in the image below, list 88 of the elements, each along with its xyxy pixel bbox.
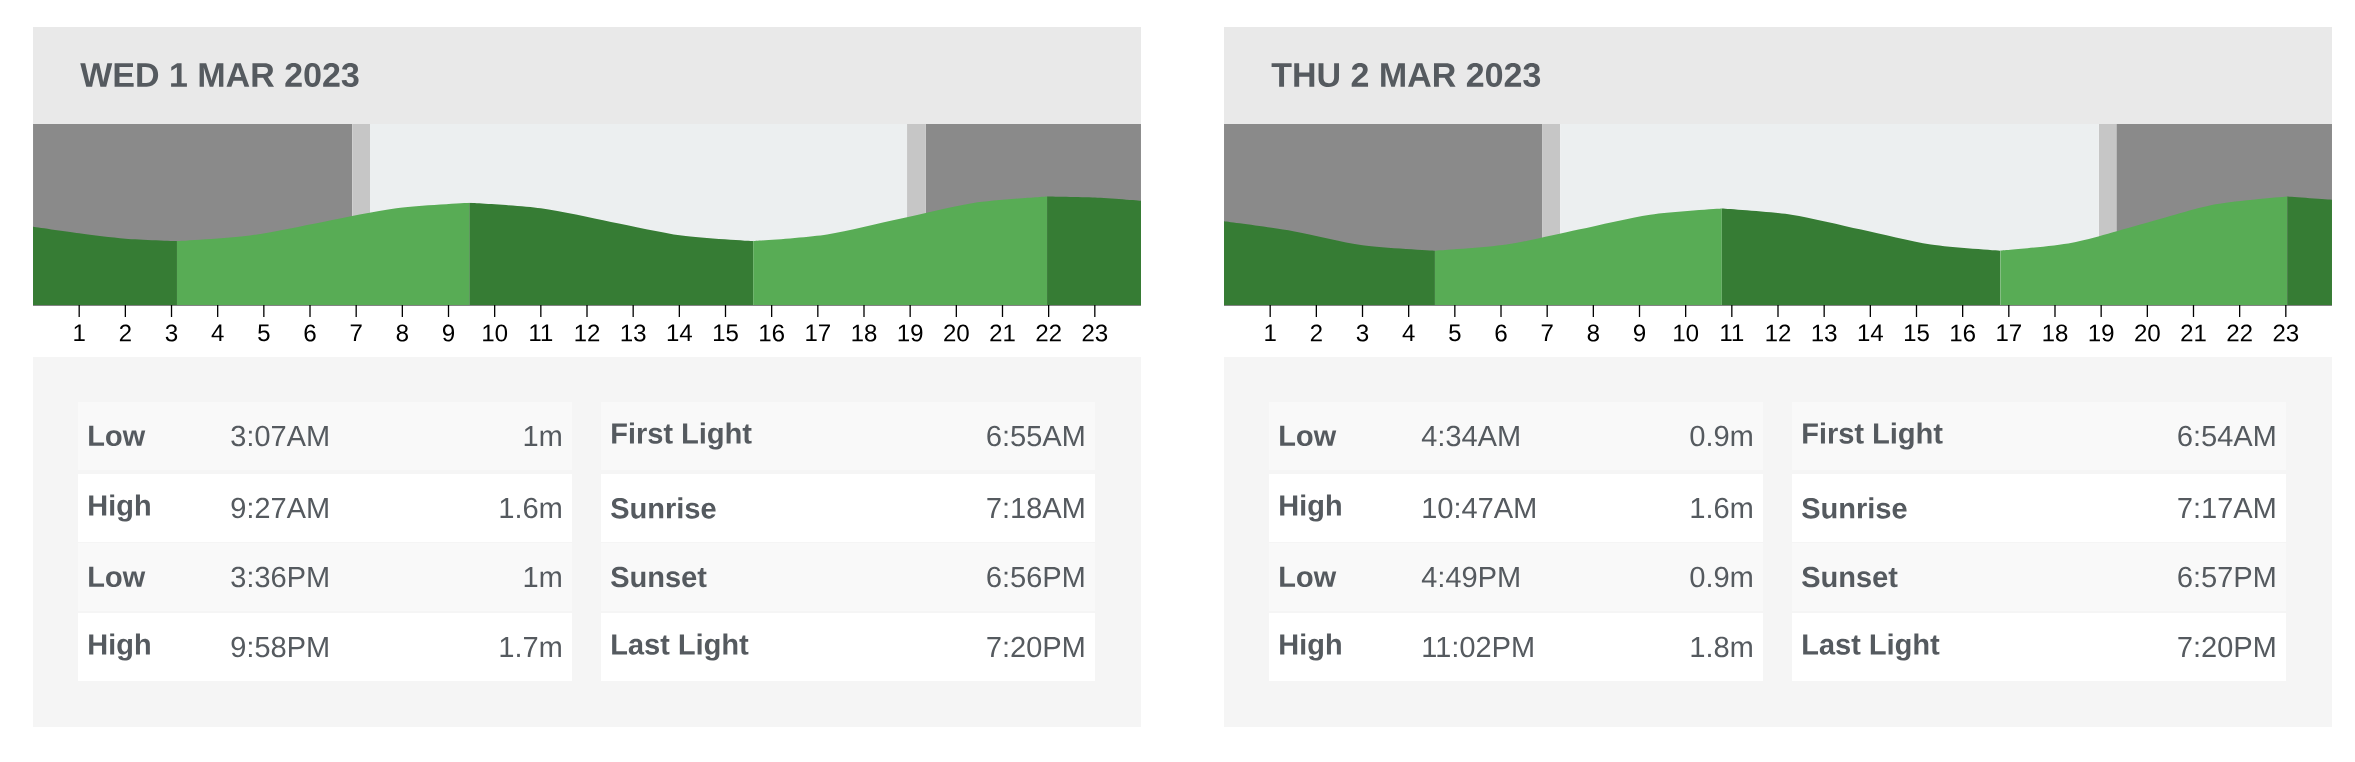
text: Low	[89, 425, 146, 447]
x-tick-label: 22	[2227, 324, 2252, 342]
text: Low	[1280, 566, 1337, 588]
x-tick-label: 19	[898, 324, 923, 342]
x-tick-label: 8	[396, 324, 408, 342]
x-tick-label: 6	[304, 324, 316, 342]
x-tick-label: 11	[530, 324, 553, 342]
x-tick-label: 10	[483, 324, 508, 342]
text: Sunrise	[1802, 497, 1907, 519]
x-tick-label: 7	[1541, 324, 1553, 342]
text: High	[1280, 494, 1341, 522]
x-tick-label: 20	[2135, 324, 2160, 342]
text: 6:55AM	[987, 425, 1084, 447]
text: 1.8m	[1691, 636, 1752, 658]
text: High	[1280, 633, 1341, 661]
x-tick-label: 10	[1674, 324, 1699, 342]
x-tick-label: 2	[119, 324, 131, 342]
text: 6:56PM	[987, 566, 1084, 588]
x-tick-label: 19	[2089, 324, 2114, 342]
x-tick-label: 12	[575, 324, 600, 342]
text: 1m	[524, 567, 561, 587]
text: 7:20PM	[2178, 636, 2275, 658]
text: Low	[1280, 425, 1337, 447]
text: Low	[89, 566, 146, 588]
text: 6:54AM	[2178, 425, 2275, 447]
text: First Light	[612, 422, 752, 450]
text: Last Light	[612, 633, 749, 661]
text: 7:20PM	[987, 636, 1084, 658]
text: Sunrise	[611, 497, 716, 519]
x-tick-label: 3	[1356, 324, 1369, 342]
x-tick-label: 6	[1495, 324, 1507, 342]
x-tick-label: 18	[852, 324, 877, 342]
x-tick-label: 9	[442, 324, 455, 342]
x-tick-label: 15	[1904, 324, 1929, 342]
text: 0.9m	[1690, 425, 1752, 447]
text: 7:18AM	[987, 497, 1084, 519]
x-tick-label: 14	[1858, 324, 1883, 342]
x-tick-label: 8	[1587, 324, 1599, 342]
text: 10:47AM	[1423, 497, 1535, 519]
text: High	[89, 494, 150, 522]
text: 9:58PM	[231, 636, 328, 658]
x-tick-label: 11	[1721, 324, 1744, 342]
text: 9:27AM	[231, 497, 328, 519]
x-tick-label: 1	[74, 324, 85, 342]
text: First Light	[1803, 422, 1943, 450]
x-tick-label: 22	[1036, 324, 1061, 342]
x-tick-label: 15	[713, 324, 738, 342]
text: 3:07AM	[231, 425, 328, 447]
x-tick-label: 5	[1449, 324, 1461, 342]
x-tick-label: 18	[2043, 324, 2068, 342]
x-tick-label: 16	[760, 324, 784, 342]
x-tick-label: 9	[1633, 324, 1646, 342]
x-tick-label: 12	[1766, 324, 1791, 342]
x-tick-label: 21	[990, 324, 1015, 342]
x-tick-label: 23	[2273, 324, 2299, 342]
x-tick-label: 14	[667, 324, 692, 342]
x-tick-label: 7	[350, 324, 362, 342]
text: 1.7m	[500, 637, 561, 657]
text: 1m	[524, 426, 561, 446]
x-tick-label: 2	[1310, 324, 1322, 342]
text: 4:34AM	[1421, 425, 1519, 447]
text: 1.6m	[1691, 497, 1752, 519]
text: 0.9m	[1690, 566, 1752, 588]
text: 1.6m	[500, 497, 561, 519]
x-tick-label: 4	[211, 324, 224, 342]
x-tick-label: 20	[944, 324, 969, 342]
x-tick-label: 13	[1812, 324, 1837, 342]
text: 6:57PM	[2178, 566, 2275, 588]
text: Sunset	[611, 566, 707, 588]
x-tick-label: 23	[1082, 324, 1108, 342]
text: 4:49PM	[1421, 566, 1519, 588]
chart-title: THU 2 MAR 2023	[1271, 62, 1541, 88]
text: 7:17AM	[2178, 498, 2275, 518]
x-tick-label: 21	[2181, 324, 2206, 342]
text: Last Light	[1803, 633, 1940, 661]
text: 11:02PM	[1423, 636, 1533, 658]
x-tick-label: 5	[258, 324, 270, 342]
text: High	[89, 633, 150, 661]
chart-title: WED 1 MAR 2023	[80, 62, 359, 88]
x-tick-label: 1	[1265, 324, 1276, 342]
x-tick-label: 3	[165, 324, 178, 342]
x-tick-label: 13	[621, 324, 646, 342]
x-tick-label: 16	[1951, 324, 1975, 342]
x-tick-label: 17	[806, 324, 830, 342]
text: 3:36PM	[231, 566, 328, 588]
x-tick-label: 17	[1997, 324, 2021, 342]
text: Sunset	[1802, 566, 1898, 588]
x-tick-label: 4	[1402, 324, 1415, 342]
